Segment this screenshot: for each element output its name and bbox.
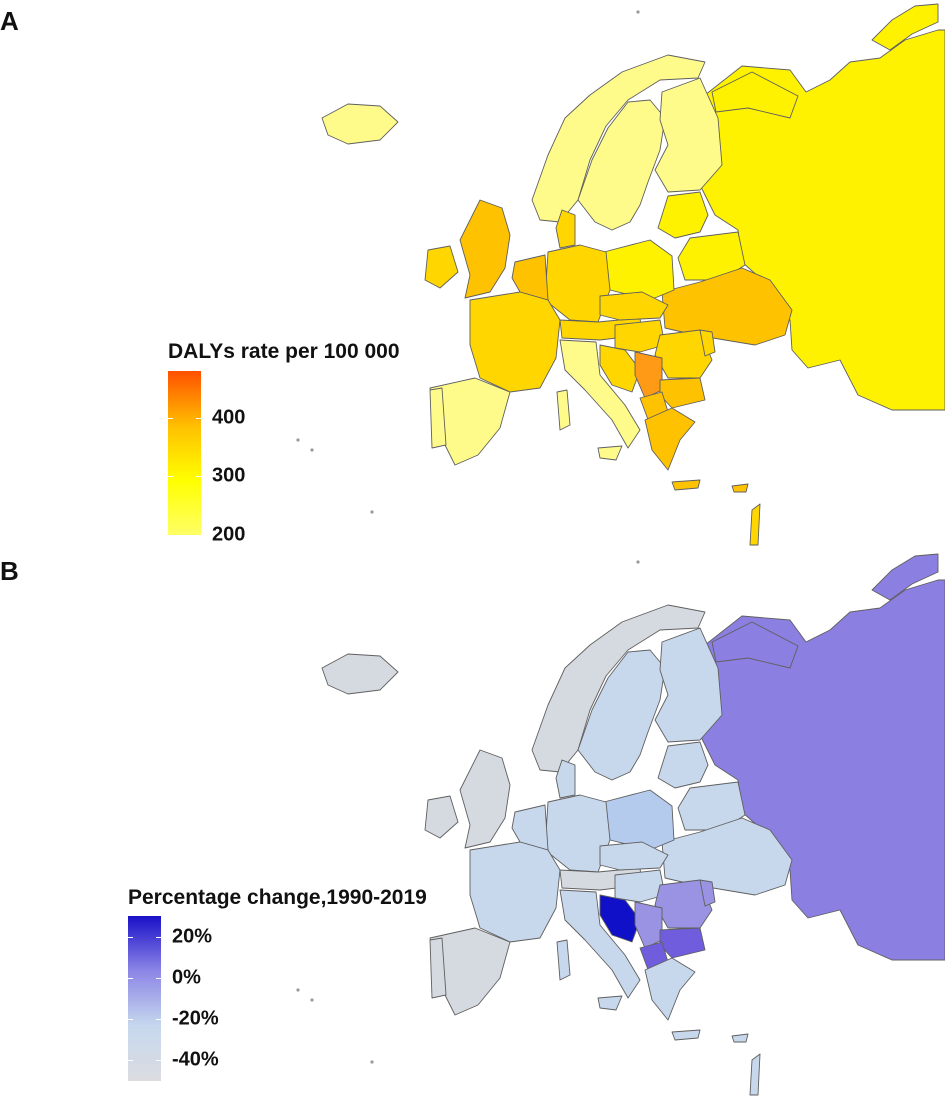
map-b-region-greece bbox=[644, 957, 696, 1021]
legend-b-tick-mark-2-left bbox=[128, 1019, 133, 1021]
legend-a-tick-mark-0-right bbox=[196, 417, 201, 419]
legend-a-tick-mark-1-left bbox=[168, 476, 173, 478]
legend-b-tick-label-3: -40% bbox=[172, 1048, 219, 1071]
map-a-region-czechia-slovakia bbox=[599, 291, 669, 321]
map-a-region-balkans-west bbox=[599, 344, 641, 393]
map-a-region-bulgaria bbox=[659, 377, 706, 409]
map-b-region-russia-novaya bbox=[871, 553, 939, 601]
map-a-region-crete bbox=[671, 479, 701, 491]
map-a-islet-2 bbox=[370, 510, 374, 514]
map-b-region-balkans-west bbox=[599, 894, 641, 943]
map-b-region-norway bbox=[531, 604, 706, 773]
map-b-region-denmark bbox=[555, 759, 576, 799]
legend-b-tick-mark-0-right bbox=[156, 936, 161, 938]
map-a-region-serbia bbox=[634, 351, 663, 399]
map-a-region-sicily bbox=[597, 445, 623, 461]
map-b-region-israel bbox=[749, 1053, 761, 1096]
map-b-region-sweden bbox=[577, 649, 666, 781]
legend-b-tick-label-2: -20% bbox=[172, 1007, 219, 1030]
legend-a-title: DALYs rate per 100 000 bbox=[168, 340, 400, 363]
map-b-region-bulgaria bbox=[659, 927, 706, 959]
legend-a-tick-label-2: 200 bbox=[212, 523, 246, 546]
legend-b-tick-mark-3-left bbox=[128, 1060, 133, 1062]
map-a-region-russia-kola bbox=[711, 71, 799, 119]
map-a-region-france bbox=[469, 291, 561, 393]
legend-b-tick-label-1: 0% bbox=[172, 966, 201, 989]
panel-b-letter: B bbox=[0, 556, 19, 586]
map-a-region-sweden bbox=[577, 99, 666, 231]
map-a-region-finland bbox=[654, 77, 723, 193]
legend-b-tick-mark-2-right bbox=[156, 1019, 161, 1021]
europe-map-percentage-change bbox=[296, 553, 945, 1096]
map-b-region-russia-kola bbox=[711, 621, 799, 669]
map-b-region-estonia-latvia-lithuania bbox=[657, 741, 709, 789]
legend-a-tick-mark-2-left bbox=[168, 535, 173, 536]
map-b-region-russia bbox=[699, 579, 945, 961]
map-a-region-russia-novaya bbox=[871, 3, 939, 51]
legend-b-colorbar bbox=[128, 916, 161, 1081]
map-b-region-czechia-slovakia bbox=[599, 841, 669, 871]
map-b-islet-3 bbox=[636, 560, 640, 564]
map-b-region-ireland bbox=[424, 795, 459, 839]
legend-a-tick-label-0: 400 bbox=[212, 406, 246, 429]
map-b-islet-0 bbox=[296, 988, 300, 992]
legend-b-tick-mark-1-right bbox=[156, 977, 161, 979]
map-a-region-hungary bbox=[614, 319, 666, 353]
map-a-region-portugal bbox=[429, 387, 447, 449]
map-a-region-russia bbox=[699, 29, 945, 411]
map-a-region-moldova bbox=[699, 329, 716, 357]
legend-a-tick-mark-2-right bbox=[196, 535, 201, 536]
legend-b-tick-mark-3-right bbox=[156, 1060, 161, 1062]
map-a-region-estonia-latvia-lithuania bbox=[657, 191, 709, 239]
map-b-region-corsica-sardinia bbox=[556, 939, 571, 981]
map-b-region-hungary bbox=[614, 869, 666, 903]
map-b-region-poland bbox=[603, 789, 675, 851]
map-b-region-italy bbox=[559, 889, 641, 999]
panel-b: B Percentage change,1990-2019 20% 0% -20% -… bbox=[0, 550, 945, 1100]
legend-a-tick-mark-1-right bbox=[196, 476, 201, 478]
legend-a-tick-label-1: 300 bbox=[212, 464, 246, 487]
map-a-region-israel bbox=[749, 503, 761, 546]
map-b-region-serbia bbox=[634, 901, 663, 949]
map-a-region-greece bbox=[644, 407, 696, 471]
map-a-islet-0 bbox=[296, 438, 300, 442]
legend-b-title: Percentage change,1990-2019 bbox=[128, 886, 427, 909]
map-b-region-uk bbox=[459, 749, 511, 849]
map-b-region-crete bbox=[671, 1029, 701, 1041]
panel-a-letter: A bbox=[0, 6, 19, 36]
map-a-region-denmark bbox=[555, 209, 576, 249]
map-a-region-norway bbox=[531, 54, 706, 223]
legend-b-tick-mark-0-left bbox=[128, 936, 133, 938]
legend-b-tick-mark-1-left bbox=[128, 977, 133, 979]
map-b-region-portugal bbox=[429, 937, 447, 999]
map-a-region-iceland bbox=[321, 103, 399, 145]
map-b-region-iceland bbox=[321, 653, 399, 695]
legend-a-tick-mark-0-left bbox=[168, 417, 173, 419]
map-a-region-uk bbox=[459, 199, 511, 299]
map-b-region-cyprus bbox=[731, 1033, 749, 1043]
map-a-islet-1 bbox=[310, 448, 314, 452]
panel-a: A DALYs rate per 100 000 400 300 200 bbox=[0, 3, 945, 546]
map-b-region-moldova bbox=[699, 879, 716, 907]
map-a-islet-3 bbox=[636, 10, 640, 14]
map-a-region-italy bbox=[559, 339, 641, 449]
map-b-islet-2 bbox=[370, 1060, 374, 1064]
map-b-region-france bbox=[469, 841, 561, 943]
map-a-region-ireland bbox=[424, 245, 459, 289]
map-b-region-finland bbox=[654, 627, 723, 743]
map-b-islet-1 bbox=[310, 998, 314, 1002]
map-a-region-poland bbox=[603, 239, 675, 301]
map-a-region-cyprus bbox=[731, 483, 749, 493]
europe-map-dalys bbox=[296, 3, 945, 546]
legend-b-tick-label-0: 20% bbox=[172, 925, 213, 948]
map-b-region-sicily bbox=[597, 995, 623, 1011]
map-a-region-corsica-sardinia bbox=[556, 389, 571, 431]
legend-a-colorbar bbox=[168, 371, 201, 535]
